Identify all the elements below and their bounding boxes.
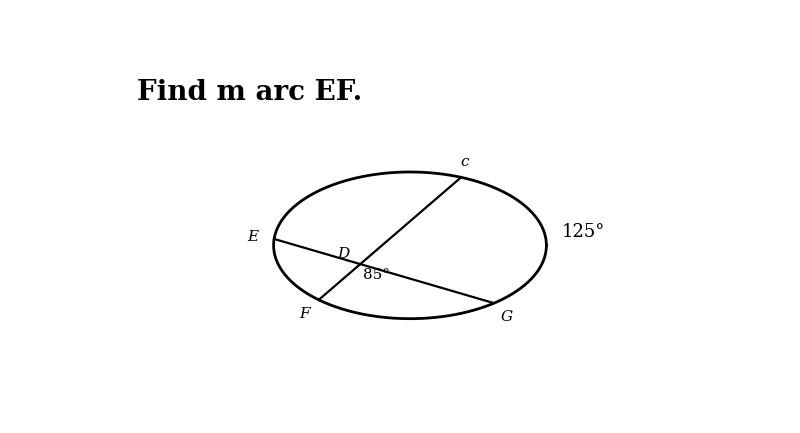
Text: 85°: 85° <box>363 268 390 282</box>
Text: F: F <box>299 307 310 320</box>
Text: 125°: 125° <box>562 223 606 241</box>
Text: G: G <box>500 310 512 324</box>
Text: E: E <box>247 230 258 244</box>
Text: Find m arc EF.: Find m arc EF. <box>138 79 362 106</box>
Text: c: c <box>460 155 469 169</box>
Text: D: D <box>337 247 349 261</box>
